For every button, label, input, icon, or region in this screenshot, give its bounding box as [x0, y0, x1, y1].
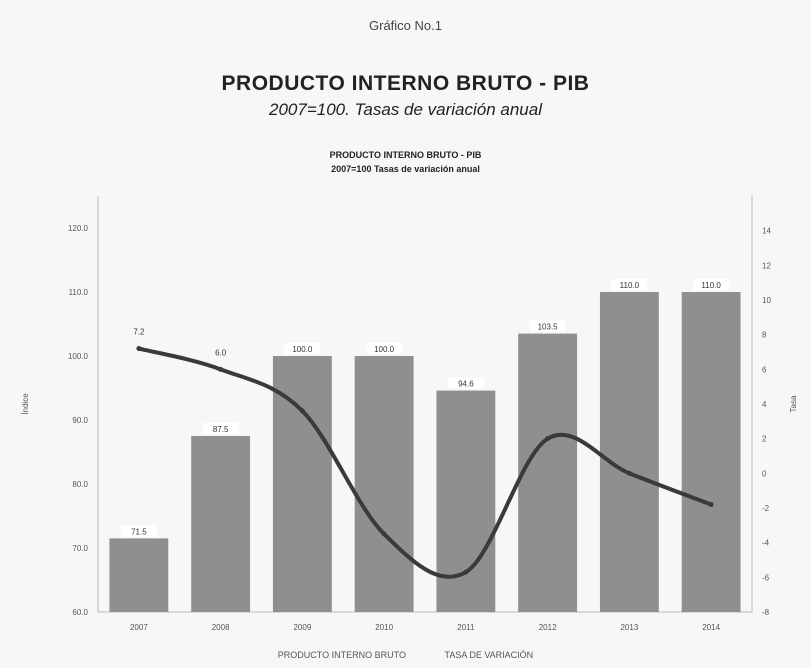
- right-tick-label: 10: [762, 296, 771, 305]
- x-tick-label: 2010: [375, 623, 393, 632]
- inner-title-line2: 2007=100 Tasas de variación anual: [331, 164, 480, 174]
- left-tick-label: 80.0: [72, 480, 88, 489]
- bar-data-label: 100.0: [374, 345, 395, 354]
- right-tick-label: 4: [762, 400, 767, 409]
- x-tick-label: 2014: [702, 623, 720, 632]
- bar-label-box: [202, 423, 239, 434]
- right-tick-label: -2: [762, 504, 770, 513]
- left-tick-label: 100.0: [68, 352, 89, 361]
- bar-label-box: [366, 343, 403, 354]
- bar: [518, 333, 578, 612]
- right-tick-label: 8: [762, 331, 767, 340]
- bar-data-label: 100.0: [292, 345, 313, 354]
- x-tick-label: 2011: [457, 623, 475, 632]
- left-tick-label: 110.0: [69, 288, 89, 297]
- chart-legend: PRODUCTO INTERNO BRUTO TASA DE VARIACIÓN: [0, 650, 811, 660]
- x-tick-label: 2007: [130, 623, 148, 632]
- inner-chart-title: PRODUCTO INTERNO BRUTO - PIB 2007=100 Ta…: [0, 148, 811, 176]
- legend-entry-line: TASA DE VARIACIÓN: [444, 650, 534, 660]
- right-tick-label: 14: [762, 227, 771, 236]
- bar: [191, 436, 251, 612]
- bar-data-label: 94.6: [458, 380, 474, 389]
- left-axis-title: Índice: [21, 393, 30, 415]
- bar: [681, 292, 741, 612]
- bar-label-box: [447, 377, 484, 389]
- bar-label-box: [693, 279, 730, 290]
- right-tick-label: 6: [762, 365, 767, 374]
- bar: [109, 538, 169, 612]
- left-tick-label: 70.0: [72, 544, 88, 553]
- right-tick-label: 0: [762, 469, 767, 478]
- bar-label-box: [120, 525, 157, 537]
- x-tick-label: 2013: [620, 623, 638, 632]
- chart-subtitle: 2007=100. Tasas de variación anual: [269, 100, 542, 119]
- line-data-label: 7.2: [133, 328, 145, 337]
- bar: [436, 390, 496, 612]
- line-point: [708, 502, 714, 508]
- line-point: [381, 531, 387, 537]
- right-axis-title: Tasa: [789, 395, 798, 412]
- right-tick-label: -8: [762, 608, 770, 617]
- line-point: [299, 408, 305, 414]
- bar: [272, 356, 332, 612]
- right-tick-label: -4: [762, 539, 770, 548]
- bar-data-label: 103.5: [538, 323, 559, 332]
- chart-title: PRODUCTO INTERNO BRUTO - PIB: [221, 72, 590, 95]
- figure-caption: Gráfico No.1: [369, 18, 442, 33]
- bar-data-label: 87.5: [213, 425, 229, 434]
- bar: [354, 356, 414, 612]
- bar-label-box: [284, 343, 321, 354]
- bar-data-label: 110.0: [620, 281, 640, 290]
- line-point: [626, 470, 632, 476]
- bar-data-label: 71.5: [131, 527, 147, 536]
- x-tick-label: 2008: [212, 623, 230, 632]
- bar-label-box: [611, 279, 648, 290]
- line-point: [218, 366, 224, 372]
- bar: [599, 292, 659, 612]
- right-tick-label: -6: [762, 573, 770, 582]
- left-tick-label: 90.0: [72, 416, 88, 425]
- bar-label-box: [529, 320, 566, 332]
- line-point: [463, 569, 469, 575]
- line-point: [545, 436, 551, 442]
- right-tick-label: 12: [762, 261, 771, 270]
- right-tick-label: 2: [762, 435, 767, 444]
- bar-data-label: 110.0: [701, 281, 721, 290]
- inner-title-line1: PRODUCTO INTERNO BRUTO - PIB: [329, 150, 482, 160]
- left-tick-label: 120.0: [68, 224, 89, 233]
- legend-entry-bars: PRODUCTO INTERNO BRUTO: [277, 650, 406, 660]
- left-tick-label: 60.0: [72, 608, 88, 617]
- x-tick-label: 2012: [539, 623, 557, 632]
- line-point: [136, 346, 142, 352]
- line-data-label: 6.0: [215, 348, 227, 357]
- series-line: [136, 346, 714, 579]
- x-tick-label: 2009: [293, 623, 311, 632]
